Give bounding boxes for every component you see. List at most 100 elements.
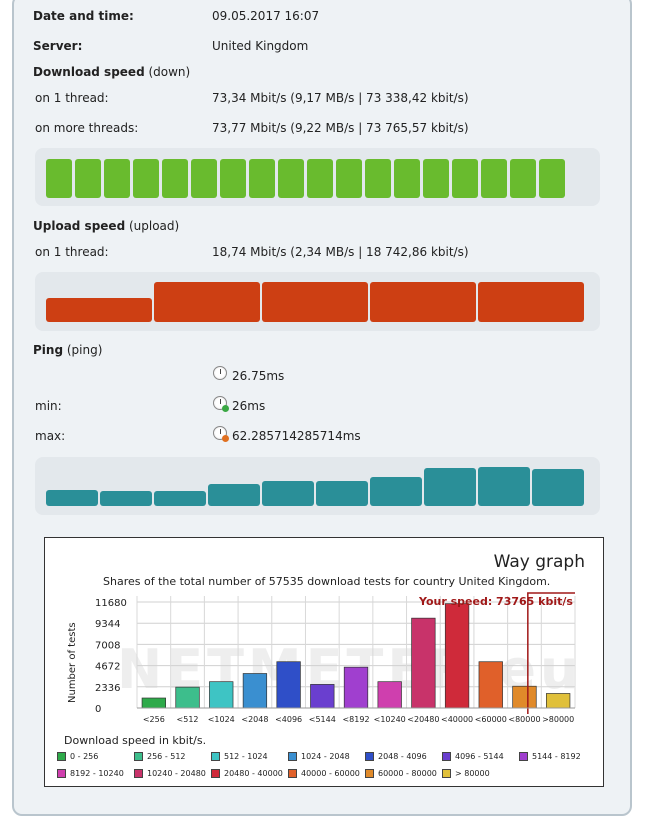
download-bar <box>394 159 420 198</box>
x-tick-label: >80000 <box>542 715 574 724</box>
download-bar <box>133 159 159 198</box>
x-tick-label: <10240 <box>374 715 406 724</box>
legend-swatch <box>442 752 451 761</box>
download-title-sub: (down) <box>144 65 191 79</box>
upload-heading: Upload speed (upload) <box>33 219 179 233</box>
upload-bar <box>262 282 368 322</box>
chart-bar <box>141 697 166 709</box>
ping-max-label: max: <box>35 429 66 443</box>
legend-swatch <box>134 752 143 761</box>
legend-swatch <box>288 752 297 761</box>
legend-label: 512 - 1024 <box>224 752 268 761</box>
x-tick-label: <5144 <box>309 715 336 724</box>
legend-item: 20480 - 40000 <box>211 769 283 778</box>
chart-svg: NETMETER.eu1168093447008467223360Number … <box>67 592 578 724</box>
x-tick-label: <80000 <box>508 715 540 724</box>
upload-bar <box>370 282 476 322</box>
legend-swatch <box>288 769 297 778</box>
legend-item: 256 - 512 <box>134 752 186 761</box>
ping-bar <box>424 468 476 506</box>
ping-bar <box>208 484 260 506</box>
download-bar <box>423 159 449 198</box>
ping-bar <box>100 491 152 506</box>
legend-item: 512 - 1024 <box>211 752 268 761</box>
legend-label: 5144 - 8192 <box>532 752 581 761</box>
y-tick-label: 0 <box>95 704 101 715</box>
download-bar <box>452 159 478 198</box>
upload-title: Upload speed <box>33 219 126 233</box>
x-tick-label: <20480 <box>407 715 439 724</box>
legend-item: 4096 - 5144 <box>442 752 504 761</box>
ping-bar <box>532 469 584 506</box>
legend-swatch <box>134 769 143 778</box>
upload-bar <box>46 298 152 322</box>
upload-bar <box>478 282 584 322</box>
datetime-value: 09.05.2017 16:07 <box>212 9 320 23</box>
download-bar <box>336 159 362 198</box>
download-bar <box>249 159 275 198</box>
chart-bar <box>242 673 268 709</box>
legend-label: 60000 - 80000 <box>378 769 437 778</box>
legend-item: 60000 - 80000 <box>365 769 437 778</box>
upload-one-thread-value: 18,74 Mbit/s (2,34 MB/s | 18 742,86 kbit… <box>212 245 469 259</box>
legend-label: 4096 - 5144 <box>455 752 504 761</box>
y-tick-label: 7008 <box>95 640 120 651</box>
legend-swatch <box>211 769 220 778</box>
max-indicator-icon <box>222 435 229 442</box>
download-more-threads-label: on more threads: <box>35 121 139 135</box>
ping-bar-track <box>35 457 600 515</box>
download-one-thread-value: 73,34 Mbit/s (9,17 MB/s | 73 338,42 kbit… <box>212 91 469 105</box>
legend-label: > 80000 <box>455 769 490 778</box>
min-indicator-icon <box>222 405 229 412</box>
ping-min-label: min: <box>35 399 62 413</box>
ping-title-sub: (ping) <box>63 343 103 357</box>
upload-one-thread-label: on 1 thread: <box>35 245 109 259</box>
ping-bar <box>154 491 206 506</box>
legend-item: > 80000 <box>442 769 490 778</box>
y-tick-label: 11680 <box>95 598 127 609</box>
download-bar <box>75 159 101 198</box>
legend-swatch <box>365 769 374 778</box>
legend-swatch <box>57 769 66 778</box>
legend-item: 5144 - 8192 <box>519 752 581 761</box>
y-tick-label: 4672 <box>95 662 120 673</box>
ping-bar <box>370 477 422 506</box>
way-graph-chart: Way graph Shares of the total number of … <box>44 537 604 787</box>
server-value: United Kingdom <box>212 39 309 53</box>
ping-bar <box>316 481 368 506</box>
legend-swatch <box>365 752 374 761</box>
chart-ylabel: Number of tests <box>67 622 78 703</box>
legend-swatch <box>211 752 220 761</box>
legend-label: 8192 - 10240 <box>70 769 124 778</box>
upload-title-sub: (upload) <box>125 219 180 233</box>
legend-swatch <box>442 769 451 778</box>
datetime-label: Date and time: <box>33 9 134 23</box>
y-tick-label: 2336 <box>95 683 120 694</box>
legend-swatch <box>57 752 66 761</box>
your-speed-marker <box>527 592 575 714</box>
download-title: Download speed <box>33 65 145 79</box>
legend-label: 20480 - 40000 <box>224 769 283 778</box>
download-bar <box>278 159 304 198</box>
ping-title: Ping <box>33 343 64 357</box>
chart-bar <box>444 603 470 709</box>
legend-label: 10240 - 20480 <box>147 769 206 778</box>
download-one-thread-label: on 1 thread: <box>35 91 109 105</box>
legend-item: 40000 - 60000 <box>288 769 360 778</box>
ping-avg-value: 26.75ms <box>232 369 285 383</box>
legend-item: 8192 - 10240 <box>57 769 124 778</box>
x-tick-label: <1024 <box>208 715 235 724</box>
download-bar <box>162 159 188 198</box>
download-more-threads-value: 73,77 Mbit/s (9,22 MB/s | 73 765,57 kbit… <box>212 121 469 135</box>
download-bar <box>220 159 246 198</box>
ping-bar <box>46 490 98 506</box>
legend-label: 2048 - 4096 <box>378 752 427 761</box>
download-bar <box>46 159 72 198</box>
chart-bar <box>310 684 335 709</box>
download-heading: Download speed (down) <box>33 65 190 79</box>
chart-bar <box>209 681 234 709</box>
x-tick-label: <40000 <box>441 715 473 724</box>
legend-item: 0 - 256 <box>57 752 98 761</box>
upload-bar <box>154 282 260 322</box>
legend-label: 40000 - 60000 <box>301 769 360 778</box>
